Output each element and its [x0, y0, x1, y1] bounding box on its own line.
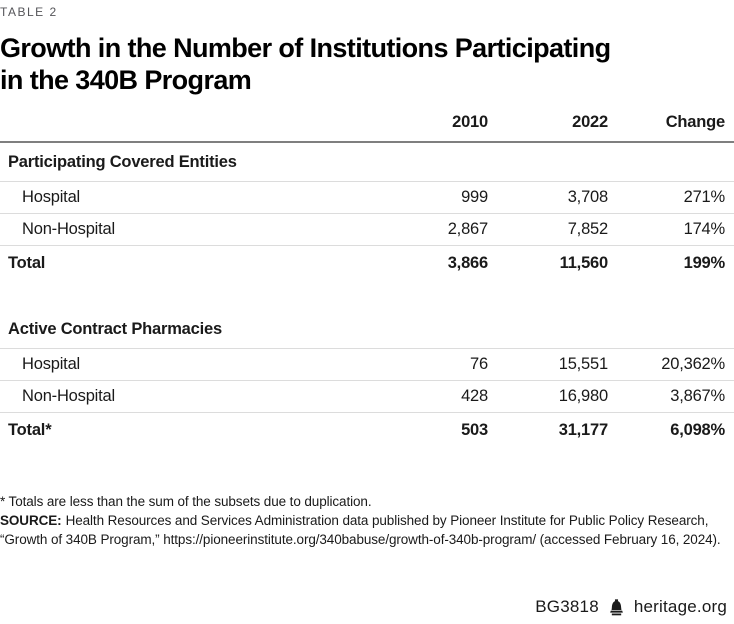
value-change: 6,098% [670, 420, 725, 439]
value-2022: 31,177 [558, 420, 608, 439]
growth-data-table: 2010 2022 Change Participating Covered E… [0, 113, 734, 448]
value-change: 3,867% [608, 380, 734, 413]
site-name: heritage.org [633, 597, 727, 616]
footnote-text: * Totals are less than the sum of the su… [0, 494, 372, 509]
table-row: Non-Hospital 2,867 7,852 174% [0, 213, 734, 246]
row-label: Hospital [0, 348, 368, 381]
value-2010: 3,866 [447, 254, 488, 273]
page-title-line-1: Growth in the Number of Institutions Par… [0, 33, 611, 63]
source-label: SOURCE: [0, 513, 62, 528]
value-2010: 503 [461, 420, 488, 439]
column-header-change: Change [608, 113, 734, 143]
row-label: Non-Hospital [0, 380, 368, 413]
value-2010: 999 [368, 181, 488, 214]
page-title-line-2: in the 340B Program [0, 65, 252, 95]
column-header-row: 2010 2022 Change [0, 113, 734, 143]
total-row-covered-entities: Total 3,866 11,560 199% [0, 246, 734, 282]
value-2022: 11,560 [559, 254, 609, 273]
document-footer: BG3818 heritage.org [535, 597, 727, 617]
section-header-covered-entities: Participating Covered Entities [0, 142, 734, 182]
source-text: Health Resources and Services Administra… [0, 513, 721, 547]
section-spacer [0, 282, 734, 310]
liberty-bell-icon [609, 598, 623, 615]
page-title: Growth in the Number of Institutions Par… [0, 32, 734, 96]
row-label: Hospital [0, 181, 368, 214]
value-2022: 15,551 [488, 348, 608, 381]
total-row-contract-pharmacies: Total* 503 31,177 6,098% [0, 412, 734, 448]
table-number-label: TABLE 2 [0, 5, 58, 19]
value-2010: 2,867 [368, 213, 488, 246]
section-header-contract-pharmacies: Active Contract Pharmacies [0, 309, 734, 349]
section-header-label: Active Contract Pharmacies [0, 309, 734, 349]
row-label: Total* [8, 420, 52, 439]
column-header-2010: 2010 [368, 113, 488, 143]
table-row: Hospital 76 15,551 20,362% [0, 348, 734, 381]
value-2010: 428 [368, 380, 488, 413]
value-change: 20,362% [608, 348, 734, 381]
value-2010: 76 [368, 348, 488, 381]
value-2022: 16,980 [488, 380, 608, 413]
row-label-column-header [0, 113, 368, 143]
value-change: 199% [683, 254, 726, 273]
table-row: Hospital 999 3,708 271% [0, 181, 734, 214]
value-change: 174% [608, 213, 734, 246]
value-2022: 7,852 [488, 213, 608, 246]
notes-block: * Totals are less than the sum of the su… [0, 492, 734, 549]
section-header-label: Participating Covered Entities [0, 142, 734, 182]
value-change: 271% [608, 181, 734, 214]
value-2022: 3,708 [488, 181, 608, 214]
row-label: Total [8, 254, 46, 273]
document-id: BG3818 [535, 597, 599, 616]
source-line: SOURCE: Health Resources and Services Adm… [0, 511, 734, 549]
row-label: Non-Hospital [0, 213, 368, 246]
table-row: Non-Hospital 428 16,980 3,867% [0, 380, 734, 413]
column-header-2022: 2022 [488, 113, 608, 143]
